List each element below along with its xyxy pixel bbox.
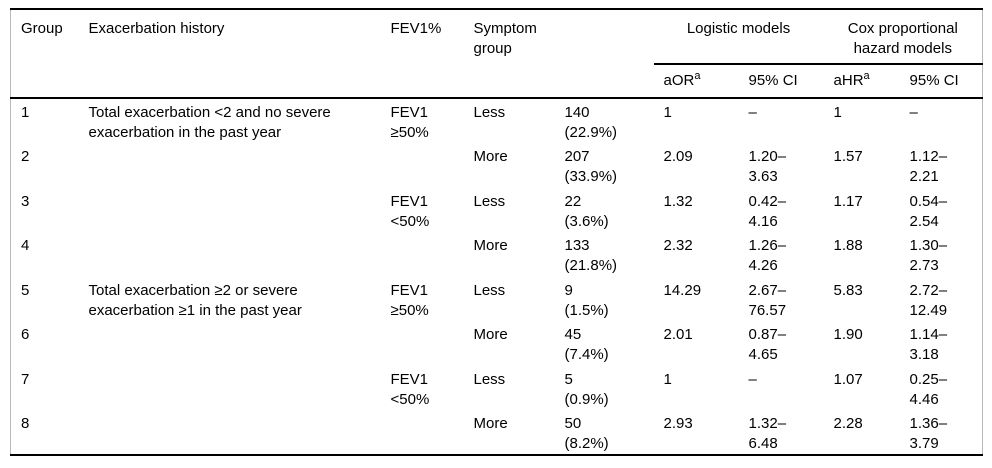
history-cell [79, 188, 381, 233]
fev-cell: FEV1 <50% [390, 192, 430, 230]
ahr-ci-cell: 1.36– 3.79 [909, 415, 948, 452]
col-header-ci-cox: 95% CI [899, 64, 983, 99]
table-row: 2 More 207 (33.9%) 2.09 1.20– 3.63 1.57 … [11, 143, 983, 188]
header-row-stats: aORa 95% CI aHRa 95% CI [11, 64, 983, 99]
ahr-cell: 1.88 [833, 237, 863, 254]
symptom-cell: Less [473, 281, 506, 299]
aor-label: aOR [663, 72, 695, 89]
group-cell: 5 [21, 281, 30, 299]
n-cell: 207 (33.9%) [564, 148, 618, 185]
ahr-ci-cell: 2.72– 12.49 [909, 281, 948, 319]
table-row: 1 Total exacerbation <2 and no severe ex… [11, 98, 983, 143]
table-row: 6 More 45 (7.4%) 2.01 0.87– 4.65 1.90 1.… [11, 321, 983, 366]
ahr-cell: 1.90 [833, 326, 863, 343]
history-cell [79, 232, 381, 277]
aor-cell: 1 [663, 370, 672, 388]
symptom-cell: More [473, 237, 508, 254]
ahr-ci-cell: 1.30– 2.73 [909, 237, 948, 274]
n-cell: 50 (8.2%) [564, 415, 609, 452]
aor-ci-cell: – [748, 370, 757, 388]
symptom-cell: More [473, 148, 508, 165]
ahr-ci-cell: 0.25– 4.46 [909, 370, 948, 408]
history-cell: Total exacerbation <2 and no severe exac… [88, 104, 331, 141]
aor-ci-cell: 0.87– 4.65 [748, 326, 787, 363]
aor-cell: 2.32 [663, 237, 693, 254]
fev-cell: FEV1 <50% [390, 370, 430, 408]
col-header-fev1-percent: FEV1% [380, 9, 464, 99]
fev-cell [381, 410, 464, 455]
symptom-cell: Less [473, 192, 506, 210]
header-row-spanners: Group Exacerbation history FEV1% Symptom… [10, 9, 983, 99]
n-cell: 45 (7.4%) [564, 326, 609, 363]
ahr-ci-cell: 0.54– 2.54 [909, 192, 948, 230]
aor-cell: 2.09 [663, 148, 693, 165]
col-header-group: Group [10, 9, 79, 99]
n-cell: 22 (3.6%) [564, 192, 609, 230]
ahr-ci-cell: – [909, 104, 918, 121]
aor-cell: 2.93 [663, 415, 693, 432]
group-cell: 8 [21, 415, 30, 432]
aor-ci-cell: 0.42– 4.16 [748, 192, 787, 230]
ahr-ci-cell: 1.14– 3.18 [909, 326, 948, 363]
group-cell: 6 [21, 326, 30, 343]
fev-cell [381, 143, 464, 188]
exacerbation-results-table: Group Exacerbation history FEV1% Symptom… [10, 8, 984, 456]
symptom-cell: Less [473, 104, 506, 121]
table-row: 4 More 133 (21.8%) 2.32 1.26– 4.26 1.88 … [11, 232, 983, 277]
history-cell [79, 321, 381, 366]
aor-footnote-marker: a [694, 70, 701, 82]
col-header-logistic-models: Logistic models [653, 9, 824, 65]
ahr-cell: 1 [833, 104, 842, 121]
table-row: 7 FEV1 <50% Less 5 (0.9%) 1 – 1.07 0.25–… [11, 366, 983, 411]
fev-cell: FEV1 ≥50% [390, 281, 429, 319]
col-header-aor: aORa [653, 64, 739, 99]
history-cell [79, 410, 381, 455]
symptom-cell: More [473, 415, 508, 432]
col-header-symptom-group: Symptom group [463, 9, 555, 99]
col-header-exacerbation-history: Exacerbation history [78, 9, 381, 99]
col-header-ahr: aHRa [823, 64, 900, 99]
table-row: 8 More 50 (8.2%) 2.93 1.32– 6.48 2.28 1.… [11, 410, 983, 455]
table-row: 5 Total exacerbation ≥2 or severe exacer… [11, 277, 983, 322]
col-header-ci-logistic: 95% CI [738, 64, 824, 99]
aor-cell: 1.32 [663, 192, 693, 210]
history-cell [79, 366, 381, 411]
n-cell: 9 (1.5%) [564, 281, 609, 319]
col-header-cox-models: Cox proportional hazard models [823, 9, 983, 65]
aor-ci-cell: 2.67– 76.57 [748, 281, 787, 319]
fev-cell [381, 321, 464, 366]
n-cell: 140 (22.9%) [564, 104, 618, 141]
ahr-cell: 1.57 [833, 148, 863, 165]
ahr-cell: 1.07 [833, 370, 863, 388]
ahr-cell: 1.17 [833, 192, 863, 210]
aor-ci-cell: 1.32– 6.48 [748, 415, 787, 452]
aor-ci-cell: 1.20– 3.63 [748, 148, 787, 185]
n-cell: 133 (21.8%) [564, 237, 618, 274]
aor-cell: 14.29 [663, 281, 702, 299]
group-cell: 2 [21, 148, 30, 165]
aor-cell: 2.01 [663, 326, 693, 343]
aor-ci-cell: – [748, 104, 757, 121]
results-table-container: Group Exacerbation history FEV1% Symptom… [10, 8, 984, 456]
table-row: 3 FEV1 <50% Less 22 (3.6%) 1.32 0.42– 4.… [11, 188, 983, 233]
history-cell [79, 143, 381, 188]
group-cell: 4 [21, 237, 30, 254]
fev-cell [381, 232, 464, 277]
n-cell: 5 (0.9%) [564, 370, 609, 408]
group-cell: 7 [21, 370, 30, 388]
ahr-label: aHR [833, 72, 864, 89]
symptom-cell: More [473, 326, 508, 343]
col-header-n-percent [554, 9, 654, 99]
ahr-footnote-marker: a [863, 70, 870, 82]
ahr-cell: 5.83 [833, 281, 863, 299]
symptom-cell: Less [473, 370, 506, 388]
group-cell: 1 [21, 104, 30, 121]
aor-cell: 1 [663, 104, 672, 121]
aor-ci-cell: 1.26– 4.26 [748, 237, 787, 274]
group-cell: 3 [21, 192, 30, 210]
ahr-cell: 2.28 [833, 415, 863, 432]
ahr-ci-cell: 1.12– 2.21 [909, 148, 948, 185]
fev-cell: FEV1 ≥50% [390, 104, 429, 141]
history-cell: Total exacerbation ≥2 or severe exacerba… [88, 281, 302, 319]
